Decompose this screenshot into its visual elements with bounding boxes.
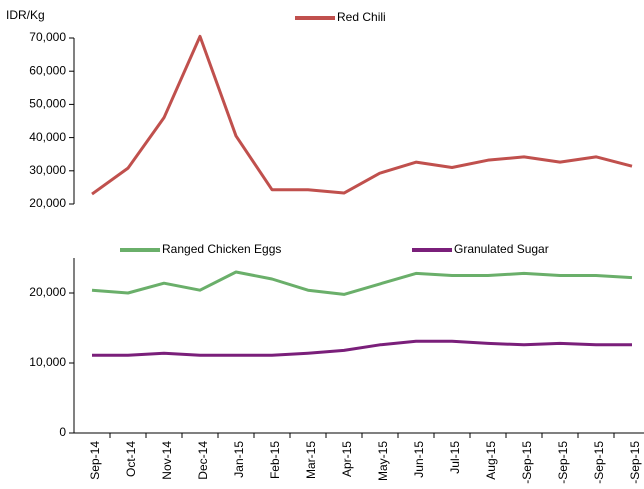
legend-label: Granulated Sugar bbox=[454, 242, 549, 256]
y-axis-label: IDR/Kg bbox=[6, 8, 45, 22]
line-series bbox=[91, 270, 633, 296]
y-tick-label: 30,000 bbox=[29, 163, 66, 177]
x-tick-label: Jun-15 bbox=[412, 441, 426, 478]
x-tick-label: Apr-15 bbox=[340, 441, 354, 477]
x-tick-label: Aug-15 bbox=[484, 441, 498, 480]
x-tick-label: Mar-15 bbox=[304, 441, 318, 479]
y-tick-label: 0 bbox=[59, 425, 66, 439]
y-tick-label: 50,000 bbox=[29, 97, 66, 111]
legend-label: Red Chili bbox=[337, 10, 386, 24]
x-tick-label: -Sep-15 bbox=[628, 441, 642, 484]
y-tick-label: 70,000 bbox=[29, 30, 66, 44]
line-series bbox=[92, 339, 632, 357]
x-tick-label: Jul-15 bbox=[448, 441, 462, 474]
x-tick-label: -Sep-15 bbox=[520, 441, 534, 484]
y-tick-label: 40,000 bbox=[29, 130, 66, 144]
legend-label: Ranged Chicken Eggs bbox=[162, 242, 281, 256]
x-tick-label: Jan-15 bbox=[232, 441, 246, 478]
x-tick-label: -Sep-15 bbox=[556, 441, 570, 484]
x-tick-label: Sep-14 bbox=[88, 441, 102, 480]
y-tick-label: 10,000 bbox=[29, 355, 66, 369]
y-tick-label: 20,000 bbox=[29, 196, 66, 210]
x-tick-label: May-15 bbox=[376, 441, 390, 481]
y-tick-label: 60,000 bbox=[29, 63, 66, 77]
x-tick-label: Dec-14 bbox=[196, 441, 210, 480]
x-tick-label: Feb-15 bbox=[268, 441, 282, 479]
line-series bbox=[91, 34, 633, 196]
y-tick-label: 20,000 bbox=[29, 285, 66, 299]
x-tick-label: Oct-14 bbox=[124, 441, 138, 477]
x-tick-label: Nov-14 bbox=[160, 441, 174, 480]
x-tick-label: -Sep-15 bbox=[592, 441, 606, 484]
